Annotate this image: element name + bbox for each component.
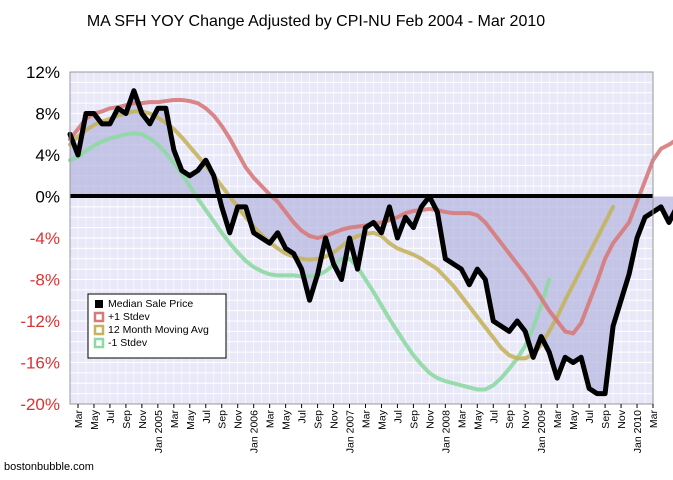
- x-tick-label: Sep: [313, 410, 325, 429]
- x-tick-label: Jan 2007: [345, 410, 357, 453]
- x-tick-label: Jul: [201, 410, 213, 423]
- x-tick-label: Jul: [297, 410, 309, 423]
- x-tick-label: Sep: [504, 410, 516, 429]
- y-tick-label: 12%: [26, 63, 60, 82]
- y-tick-label: -4%: [30, 229, 60, 248]
- legend-label-median: Median Sale Price: [108, 298, 193, 310]
- y-tick-label: -12%: [20, 312, 60, 331]
- source-credit: bostonbubble.com: [4, 461, 94, 473]
- x-tick-label: Sep: [600, 410, 612, 429]
- x-tick-label: May: [376, 409, 388, 430]
- series-line-plus1-stdev: [68, 98, 673, 336]
- x-tick-label: Mar: [456, 410, 468, 429]
- x-tick-label: Jul: [392, 410, 404, 423]
- y-tick-label: -16%: [20, 354, 60, 373]
- x-tick-label: Jul: [105, 410, 117, 423]
- x-tick-label: Mar: [73, 410, 85, 429]
- x-tick-label: Jan 2009: [536, 410, 548, 453]
- y-tick-label: 8%: [35, 105, 60, 124]
- legend-swatch-median: [95, 300, 103, 308]
- plot-border: [69, 71, 654, 405]
- y-axis: 12% 8% 4% 0% -4% -8% -12% -16% -20%: [20, 63, 60, 414]
- legend-label-avg: 12 Month Moving Avg: [108, 324, 209, 336]
- x-tick-label: May: [472, 409, 484, 430]
- median-area-fill: [70, 90, 673, 394]
- legend-box: [87, 293, 227, 359]
- x-tick-label: Mar: [265, 410, 277, 429]
- x-tick-label: Mar: [360, 410, 372, 429]
- x-tick-label: May: [568, 409, 580, 430]
- y-tick-label: -20%: [20, 395, 60, 414]
- legend-swatch-avg: [93, 324, 105, 336]
- x-tick-label: Sep: [121, 410, 133, 429]
- legend-swatch-minus1: [93, 337, 105, 349]
- legend-swatch-plus1: [93, 311, 105, 323]
- series-line-minus1-stdev: [68, 131, 552, 392]
- x-tick-label: Nov: [616, 409, 628, 428]
- x-axis: Mar May Jul Sep Nov Jan 2005 Mar May Jul Sep Nov Ja…: [73, 404, 660, 453]
- series-line-12mo-avg: [68, 109, 616, 361]
- x-tick-label: Sep: [408, 410, 420, 429]
- x-tick-label: May: [185, 409, 197, 430]
- x-tick-label: Jan 2006: [249, 410, 261, 453]
- median-area: [70, 90, 673, 394]
- legend-label-plus1: +1 Stdev: [108, 311, 150, 323]
- legend: Median Sale Price +1 Stdev 12 Month Movi…: [87, 293, 227, 359]
- x-tick-label: Jan 2005: [153, 410, 165, 453]
- x-tick-label: Jan 2010: [632, 410, 644, 453]
- y-tick-label: 4%: [35, 146, 60, 165]
- y-tick-label: 0%: [35, 188, 60, 207]
- y-tick-label: -8%: [30, 271, 60, 290]
- x-tick-label: Jan 2008: [440, 410, 452, 453]
- x-tick-label: Nov: [520, 409, 532, 428]
- x-tick-label: Mar: [648, 410, 660, 429]
- x-tick-label: Nov: [424, 409, 436, 428]
- x-tick-label: Jul: [488, 410, 500, 423]
- series-lines: [67, 88, 673, 397]
- chart-title: MA SFH YOY Change Adjusted by CPI-NU Feb…: [87, 13, 545, 30]
- x-tick-label: Jul: [584, 410, 596, 423]
- x-tick-label: Nov: [233, 409, 245, 428]
- x-tick-label: Mar: [169, 410, 181, 429]
- x-tick-label: May: [89, 409, 101, 430]
- x-tick-label: Nov: [137, 409, 149, 428]
- x-tick-label: Mar: [552, 410, 564, 429]
- legend-label-minus1: -1 Stdev: [108, 337, 148, 349]
- x-tick-label: Nov: [329, 409, 341, 428]
- x-tick-label: May: [281, 409, 293, 430]
- series-line-median: [67, 88, 673, 397]
- x-tick-label: Sep: [217, 410, 229, 429]
